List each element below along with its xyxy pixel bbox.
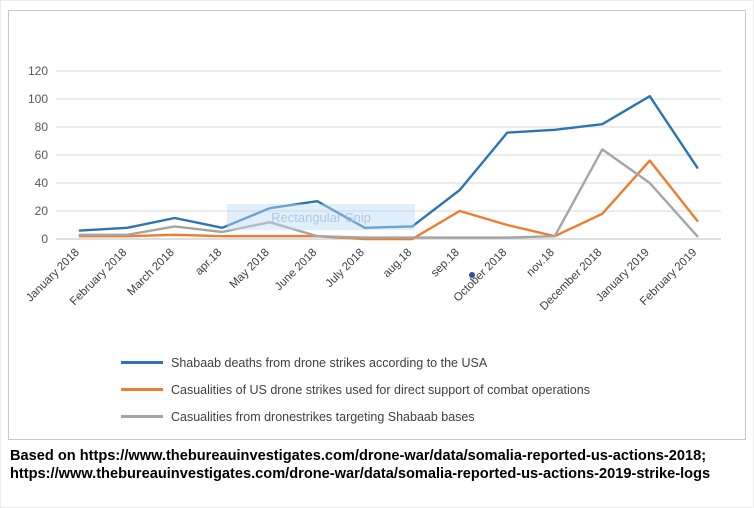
chart-frame: 0 20 40 60 80 100 120 January 2018 February 2018… bbox=[8, 10, 746, 440]
y-tick-label: 80 bbox=[35, 120, 49, 134]
legend-item-shabaab-deaths: Shabaab deaths from drone strikes accord… bbox=[121, 349, 590, 376]
x-tick-label: June 2018 bbox=[273, 247, 319, 293]
x-tick-label: aug.18 bbox=[381, 247, 414, 280]
cursor-dot bbox=[469, 272, 475, 278]
series-line bbox=[78, 159, 699, 241]
y-tick-label: 20 bbox=[35, 204, 49, 218]
source-line-1: Based on https://www.thebureauinvestigat… bbox=[10, 448, 707, 464]
legend-item-casualties-direct-support: Casualities of US drone strikes used for… bbox=[121, 376, 590, 403]
x-tick-label: apr.18 bbox=[193, 247, 224, 278]
legend-label: Casualities from dronestrikes targeting … bbox=[171, 409, 475, 424]
source-line-2: https://www.thebureauinvestigates.com/dr… bbox=[10, 465, 711, 482]
x-tick-label: nov.18 bbox=[525, 247, 557, 279]
y-tick-label: 100 bbox=[28, 92, 48, 106]
legend-label: Casualities of US drone strikes used for… bbox=[171, 382, 590, 397]
x-tick-label: July 2018 bbox=[324, 247, 367, 290]
legend-line-gray bbox=[121, 415, 163, 418]
y-tick-label: 60 bbox=[35, 148, 49, 162]
y-tick-label: 120 bbox=[28, 64, 48, 78]
legend-label: Shabaab deaths from drone strikes accord… bbox=[171, 355, 488, 370]
series-line bbox=[78, 148, 699, 239]
x-tick-label: May 2018 bbox=[228, 247, 272, 291]
y-tick-label: 40 bbox=[35, 176, 49, 190]
x-tick-label: March 2018 bbox=[125, 247, 176, 298]
chart-legend: Shabaab deaths from drone strikes accord… bbox=[121, 349, 590, 430]
legend-line-orange bbox=[121, 388, 163, 391]
source-citation: Based on https://www.thebureauinvestigat… bbox=[10, 448, 750, 484]
legend-item-casualties-shabaab-bases: Casualities from dronestrikes targeting … bbox=[121, 403, 590, 430]
x-tick-label: sep.18 bbox=[429, 247, 462, 280]
y-tick-label: 0 bbox=[41, 232, 48, 246]
series-line bbox=[78, 94, 699, 232]
legend-line-blue bbox=[121, 361, 163, 364]
